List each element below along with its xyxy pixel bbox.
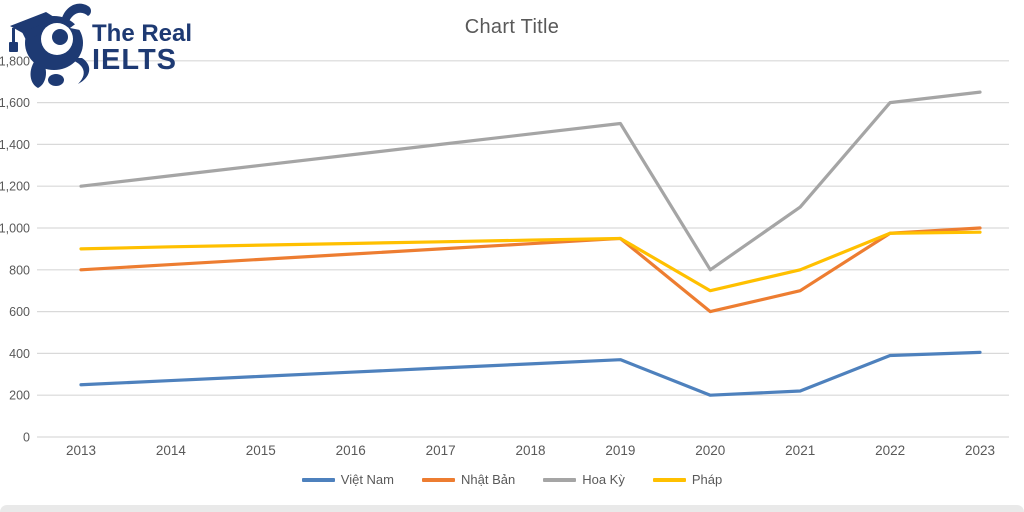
card-bottom-edge: [0, 505, 1024, 512]
y-axis-tick-label: 200: [9, 389, 30, 403]
logo-brand-line2: IELTS: [92, 44, 178, 77]
x-axis-tick-label: 2020: [695, 443, 725, 458]
legend-item-viet-nam: Việt Nam: [301, 472, 394, 487]
legend-swatch-phap: [652, 477, 686, 482]
x-axis-tick-label: 2018: [515, 443, 545, 458]
logo: The Real IELTS: [4, 0, 192, 92]
legend-swatch-hoa-ky: [543, 477, 577, 482]
legend-swatch-nhat-ban: [422, 477, 455, 482]
legend-label-viet-nam: Việt Nam: [340, 472, 394, 487]
legend-label-nhat-ban: Nhật Bản: [461, 472, 516, 487]
legend-label-hoa-ky: Hoa Kỳ: [582, 472, 625, 487]
logo-text: The Real IELTS: [92, 20, 193, 77]
x-axis-tick-label: 2013: [66, 443, 96, 458]
x-axis-tick-label: 2016: [336, 443, 366, 458]
x-axis-tick-label: 2022: [875, 443, 905, 458]
legend-item-phap: Pháp: [652, 472, 723, 487]
x-axis-tick-label: 2019: [605, 443, 635, 458]
y-axis-tick-label: 400: [9, 347, 30, 361]
y-axis-tick-label: 1,400: [0, 138, 30, 152]
x-axis-tick-label: 2023: [965, 443, 995, 458]
legend-item-hoa-ky: Hoa Kỳ: [543, 472, 625, 487]
series-line-việt-nam: [79, 350, 982, 397]
y-axis-tick-label: 1,200: [0, 180, 30, 194]
y-axis-tick-label: 600: [9, 305, 30, 319]
logo-brand-line1: The Real: [92, 20, 193, 47]
legend-item-nhat-ban: Nhật Bản: [422, 472, 515, 487]
y-axis-tick-label: 1,800: [0, 54, 30, 68]
series-line-hoa-kỳ: [79, 90, 982, 272]
chart-title: Chart Title: [464, 16, 560, 38]
x-axis-tick-label: 2015: [246, 443, 276, 458]
x-axis-tick-label: 2021: [785, 443, 815, 458]
snail-graduate-mascot-icon: [9, 3, 91, 88]
x-axis-tick-label: 2014: [156, 443, 187, 458]
legend-label-phap: Pháp: [691, 472, 723, 487]
x-axis-tick-label: 2017: [426, 443, 456, 458]
series-line-nhật-bản: [79, 226, 982, 314]
y-axis-tick-label: 1,000: [0, 222, 30, 236]
y-axis-tick-label: 0: [23, 431, 30, 445]
chart-legend: Việt Nam Nhật Bản Hoa Kỳ Pháp: [0, 472, 1024, 487]
series-line-pháp: [79, 230, 982, 293]
legend-swatch-viet-nam: [301, 477, 335, 482]
y-axis-tick-label: 1,600: [0, 96, 30, 110]
y-axis-tick-label: 800: [9, 263, 30, 277]
